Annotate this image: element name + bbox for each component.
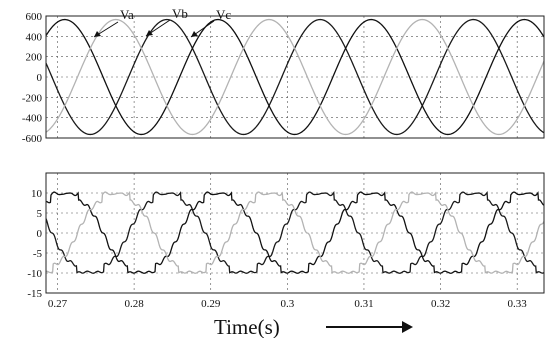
plot-frame: [45, 15, 545, 139]
x-tick-label: 0.32: [431, 298, 450, 310]
x-tick-label: 0.27: [48, 298, 68, 310]
annotation-arrowhead-icon: [146, 30, 153, 36]
y-tick-label: 0: [37, 228, 43, 240]
y-tick-label: -15: [27, 288, 42, 300]
current-panel: 10 5 0 -5 -10 -15 0.27 0.28 0.29 0.3 0.31 0.32 0.33: [27, 172, 545, 310]
y-tick-label: 400: [26, 31, 43, 43]
y-tick-label: -5: [33, 248, 43, 260]
annotation-arrowhead-icon: [191, 31, 198, 37]
annotation-arrowhead-icon: [94, 31, 101, 37]
x-tick-label: 0.33: [508, 298, 528, 310]
y-tick-label: -10: [27, 268, 42, 280]
annotation-va: Va: [120, 7, 134, 22]
x-tick-label: 0.29: [201, 298, 221, 310]
series-line-va: [45, 18, 545, 136]
series-line-phase-3: [45, 190, 545, 274]
y-tick-label: 600: [26, 11, 43, 23]
plot-frame: [45, 172, 545, 294]
y-tick-label: 200: [26, 52, 43, 64]
y-tick-label: 5: [37, 208, 43, 220]
annotation-vc: Vc: [216, 7, 231, 22]
voltage-panel: 600 400 200 0 -200 -400 -600 Va Vb Vc: [22, 6, 545, 145]
y-tick-label: -600: [22, 133, 43, 145]
x-tick-label: 0.28: [124, 298, 144, 310]
series-line-vb: [45, 18, 545, 136]
y-tick-label: 0: [37, 72, 43, 84]
y-tick-label: 10: [31, 188, 43, 200]
annotation-vb: Vb: [172, 6, 188, 21]
series-line-phase-2: [45, 191, 545, 274]
y-tick-label: -400: [22, 113, 43, 125]
y-tick-label: -200: [22, 92, 43, 104]
x-axis-label: Time(s): [214, 315, 280, 338]
x-axis-arrow-icon: [326, 321, 413, 333]
x-tick-label: 0.31: [354, 298, 373, 310]
series-line-vc: [45, 18, 545, 136]
x-tick-label: 0.3: [280, 298, 294, 310]
